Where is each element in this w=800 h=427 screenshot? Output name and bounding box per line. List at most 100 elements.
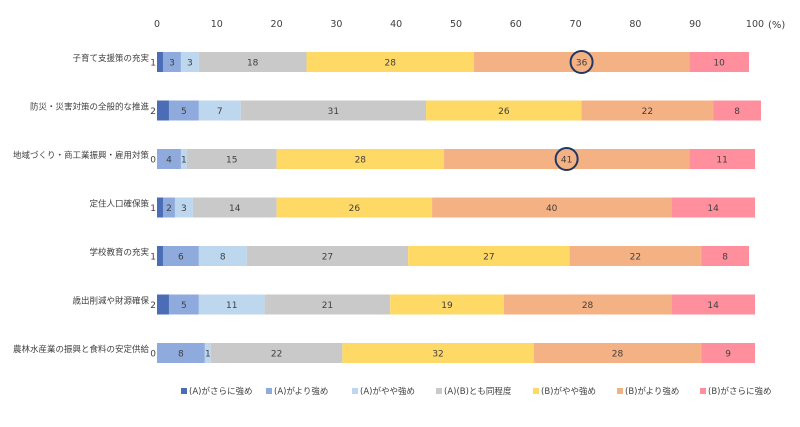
data-label: 5 (181, 301, 187, 311)
legend-item: (B)がやや強め (533, 386, 596, 397)
bar-segment (713, 100, 761, 121)
bar-segment (581, 100, 714, 121)
bar-segment (198, 246, 247, 266)
x-tick-label: 50 (450, 19, 462, 30)
category-label: 地域づくり・商工業振興・雇用対策 (13, 150, 150, 161)
bar-segment (671, 197, 755, 218)
bar-row: 農林水産業の振興と食料の安定供給 0 8 1 22 32 28 9 (13, 343, 755, 363)
data-label: 22 (271, 350, 282, 360)
category-label: 定住人口確保策 (89, 199, 149, 210)
x-tick-label: 80 (629, 19, 641, 30)
bar-segment (157, 100, 169, 121)
x-tick-label: 100 (746, 19, 764, 30)
legend-label: (A)(B)とも同程度 (444, 386, 512, 397)
data-label: 2 (150, 107, 156, 117)
category-label: 学校教育の充実 (89, 247, 149, 258)
bar-segment (408, 246, 570, 266)
data-label: 9 (725, 350, 731, 360)
bar-segment (198, 52, 307, 72)
bar-segment (198, 100, 241, 121)
bar-segment (276, 197, 433, 218)
legend-swatch (617, 388, 623, 394)
bar-segment (168, 100, 199, 121)
legend-label: (B)がより強め (625, 386, 679, 397)
bar-row: 防災・災害対策の全般的な推進 2 5 7 31 26 22 8 (30, 100, 761, 121)
bar-segment (342, 343, 534, 363)
data-label: 11 (226, 301, 237, 311)
bar-segment (157, 149, 181, 169)
data-label: 18 (247, 59, 259, 69)
data-label: 22 (642, 107, 653, 117)
x-tick-label: 70 (570, 19, 582, 30)
bar-segment (473, 52, 690, 72)
x-tick-label: 90 (689, 19, 701, 30)
bar-segment (701, 246, 750, 266)
bar-segment (306, 52, 474, 72)
data-label: 36 (576, 59, 588, 69)
legend-label: (A)がより強め (274, 386, 328, 397)
bar-segment (390, 294, 504, 315)
data-label: 1 (181, 156, 187, 166)
bar-segment (210, 343, 343, 363)
bar-segment (162, 246, 199, 266)
data-label: 1 (205, 350, 211, 360)
data-label: 28 (355, 156, 367, 166)
bar-segment (689, 52, 750, 72)
data-label: 28 (582, 301, 594, 311)
data-label: 7 (217, 107, 223, 117)
data-label: 14 (229, 204, 241, 214)
bar-row: 歳出削減や財源確保 2 5 11 21 19 28 14 (72, 294, 755, 315)
bar-segment (168, 294, 199, 315)
data-label: 1 (150, 253, 156, 263)
legend-item: (A)がさらに強め (181, 386, 252, 397)
data-label: 1 (150, 204, 156, 214)
legend-label: (A)がさらに強め (189, 386, 252, 397)
data-label: 22 (630, 253, 641, 263)
legend-label: (B)がやや強め (541, 386, 596, 397)
legend-swatch (700, 388, 706, 394)
data-label: 5 (181, 107, 187, 117)
data-label: 8 (734, 107, 740, 117)
legend-label: (B)がさらに強め (708, 386, 771, 397)
legend-swatch (533, 388, 539, 394)
bar-segment (569, 246, 702, 266)
x-tick-label: 30 (330, 19, 342, 30)
data-label: 27 (322, 253, 333, 263)
data-label: 0 (150, 156, 156, 166)
data-label: 8 (220, 253, 226, 263)
bar-segment (162, 197, 175, 218)
bar-segment (671, 294, 755, 315)
data-label: 8 (178, 350, 184, 360)
x-tick-label: 60 (510, 19, 522, 30)
data-label: 14 (707, 301, 719, 311)
bar-segment (204, 343, 211, 363)
bar-segment (157, 52, 163, 72)
bar-segment (180, 149, 187, 169)
data-label: 6 (178, 253, 184, 263)
data-label: 31 (328, 107, 339, 117)
data-label: 26 (349, 204, 361, 214)
bar-row: 地域づくり・商工業振興・雇用対策 0 4 1 15 28 41 11 (13, 147, 755, 171)
bar-segment (162, 52, 181, 72)
bar-segment (503, 294, 672, 315)
bar-segment (246, 246, 409, 266)
category-label: 防災・災害対策の全般的な推進 (30, 102, 150, 113)
data-label: 10 (713, 59, 725, 69)
bar-row: 定住人口確保策 1 2 3 14 26 40 14 (89, 197, 755, 218)
data-label: 2 (150, 301, 156, 311)
data-label: 28 (384, 59, 396, 69)
data-label: 3 (169, 59, 175, 69)
data-label: 28 (612, 350, 624, 360)
bar-segment (426, 100, 582, 121)
bar-segment (533, 343, 702, 363)
bar-segment (157, 294, 169, 315)
bar-segment (276, 149, 445, 169)
legend-item: (A)(B)とも同程度 (436, 386, 512, 397)
bar-row: 学校教育の充実 1 6 8 27 27 22 8 (89, 246, 750, 266)
data-label: 14 (707, 204, 719, 214)
legend: (A)がさらに強め (A)がより強め (A)がやや強め (A)(B)とも同程度 (B)が… (181, 386, 771, 397)
x-axis-ticks: 0 10 20 30 40 50 60 70 80 90 100 (154, 19, 764, 30)
data-label: 2 (166, 204, 172, 214)
category-label: 子育て支援策の充実 (72, 53, 149, 64)
